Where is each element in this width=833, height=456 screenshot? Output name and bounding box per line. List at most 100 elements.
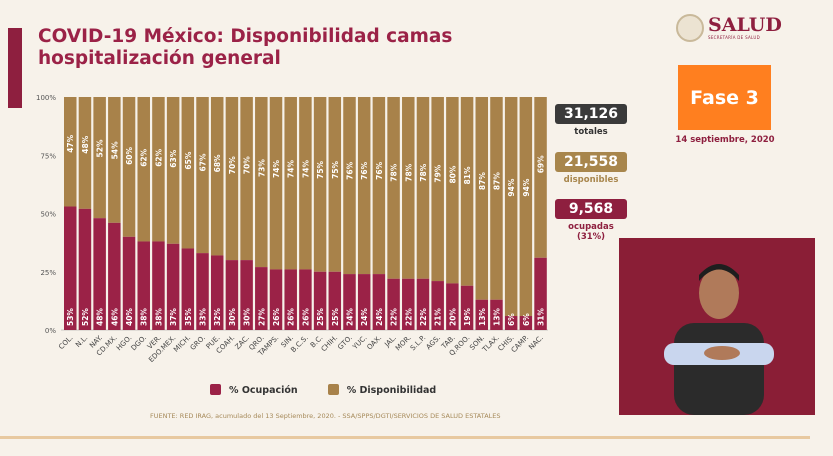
label-disponibilidad: 76% — [360, 161, 369, 179]
label-disponibilidad: 67% — [199, 153, 208, 171]
bar-ocupacion — [284, 269, 297, 330]
salud-logo: SALUD SECRETARÍA DE SALUD — [676, 14, 782, 42]
bar-disponibilidad — [240, 97, 253, 261]
bar-ocupacion — [416, 278, 430, 330]
label-disponibilidad: 74% — [287, 160, 296, 178]
bar-disponibilidad — [387, 97, 400, 279]
legend-label: % Ocupación — [229, 385, 298, 396]
label-ocupacion: 30% — [243, 308, 252, 326]
bar-ocupacion — [343, 274, 356, 330]
label-ocupacion: 35% — [184, 308, 193, 326]
bar-ocupacion — [504, 316, 518, 330]
bar-ocupacion — [181, 248, 195, 330]
interpreter-video — [619, 238, 815, 415]
label-disponibilidad: 78% — [390, 163, 399, 181]
x-tick-label: N.L. — [74, 334, 89, 349]
label-ocupacion: 52% — [81, 308, 90, 326]
bar-ocupacion — [78, 208, 92, 330]
bar-disponibilidad — [519, 97, 533, 317]
bar-disponibilidad — [431, 97, 444, 282]
label-ocupacion: 13% — [492, 308, 501, 326]
bar-disponibilidad — [475, 97, 489, 300]
bar-ocupacion — [534, 257, 547, 330]
page-title: COVID-19 México: Disponibilidad camas ho… — [38, 26, 453, 69]
stat-available: 21,558 disponibles — [555, 152, 627, 185]
label-disponibilidad: 81% — [463, 166, 472, 184]
legend-label: % Disponibilidad — [346, 385, 437, 396]
label-ocupacion: 25% — [316, 308, 325, 326]
bar-ocupacion — [108, 222, 121, 330]
bar-disponibilidad — [284, 97, 297, 270]
label-ocupacion: 26% — [272, 308, 281, 326]
label-ocupacion: 53% — [66, 308, 75, 326]
label-ocupacion: 6% — [522, 313, 531, 326]
label-ocupacion: 19% — [463, 308, 472, 326]
x-tick-label: COL. — [57, 334, 74, 351]
y-tick-label: 75% — [40, 152, 56, 160]
seal-icon — [676, 14, 704, 42]
x-tick-label: S.L.P. — [409, 334, 427, 352]
label-ocupacion: 20% — [448, 308, 457, 326]
label-ocupacion: 22% — [390, 308, 399, 326]
bar-disponibilidad — [328, 97, 342, 272]
label-disponibilidad: 48% — [81, 135, 90, 153]
bar-ocupacion — [269, 269, 283, 330]
bar-ocupacion — [210, 255, 224, 330]
label-ocupacion: 33% — [199, 308, 208, 326]
stat-value: 21,558 — [555, 152, 627, 172]
source-note: FUENTE: RED IRAG, acumulado del 13 Septi… — [150, 412, 501, 420]
bar-ocupacion — [475, 299, 489, 330]
bar-ocupacion — [64, 206, 77, 330]
bar-disponibilidad — [152, 97, 165, 242]
label-ocupacion: 21% — [434, 308, 443, 326]
label-disponibilidad: 62% — [140, 148, 149, 166]
y-tick-label: 25% — [40, 269, 56, 277]
x-tick-label: OAX. — [365, 334, 383, 352]
label-disponibilidad: 63% — [169, 149, 178, 167]
bar-ocupacion — [122, 236, 136, 330]
bar-disponibilidad — [255, 97, 268, 268]
decorative-strip — [8, 28, 22, 108]
bar-ocupacion — [490, 299, 503, 330]
bar-disponibilidad — [534, 97, 547, 258]
bar-ocupacion — [431, 281, 444, 330]
stat-occupied: 9,568 ocupadas (31%) — [555, 199, 627, 242]
bar-disponibilidad — [402, 97, 415, 279]
x-tick-label: GTO. — [336, 334, 354, 352]
bar-ocupacion — [196, 253, 209, 330]
label-disponibilidad: 80% — [448, 165, 457, 183]
x-tick-label: YUC. — [351, 334, 369, 352]
x-tick-label: DGO. — [130, 334, 149, 353]
bar-disponibilidad — [166, 97, 180, 244]
x-tick-label: GRO. — [189, 334, 207, 352]
label-ocupacion: 38% — [154, 308, 163, 326]
bar-ocupacion — [137, 241, 150, 330]
label-ocupacion: 26% — [301, 308, 310, 326]
y-tick-label: 100% — [36, 94, 56, 102]
bar-disponibilidad — [196, 97, 209, 254]
y-tick-label: 50% — [40, 211, 56, 219]
stat-label: ocupadas (31%) — [568, 222, 614, 242]
bar-disponibilidad — [460, 97, 474, 286]
bar-ocupacion — [402, 278, 415, 330]
bar-ocupacion — [328, 271, 342, 330]
label-disponibilidad: 94% — [507, 178, 516, 196]
y-tick-label: 0% — [45, 327, 56, 335]
label-disponibilidad: 70% — [243, 156, 252, 174]
footer-line — [0, 436, 810, 439]
stat-value: 31,126 — [555, 104, 627, 124]
bar-disponibilidad — [225, 97, 239, 261]
bar-ocupacion — [372, 274, 386, 330]
label-disponibilidad: 79% — [434, 164, 443, 182]
bar-ocupacion — [255, 267, 268, 330]
bar-ocupacion — [166, 243, 180, 330]
label-disponibilidad: 87% — [492, 172, 501, 190]
label-disponibilidad: 73% — [257, 159, 266, 177]
stat-value: 9,568 — [555, 199, 627, 219]
x-tick-label: NAC. — [527, 334, 545, 352]
bar-ocupacion — [225, 260, 239, 330]
legend-disponibilidad: % Disponibilidad — [327, 384, 437, 396]
label-ocupacion: 26% — [287, 308, 296, 326]
bar-disponibilidad — [122, 97, 136, 237]
label-disponibilidad: 76% — [375, 161, 384, 179]
